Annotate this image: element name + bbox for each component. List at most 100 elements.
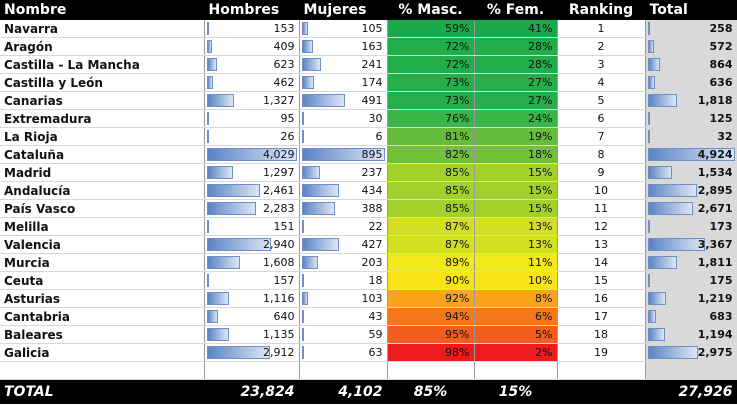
cell-men[interactable]: 157 <box>204 271 300 290</box>
cell-total[interactable]: 3,367 <box>645 235 737 254</box>
cell-total[interactable]: 864 <box>645 55 737 74</box>
cell-women[interactable]: 434 <box>299 181 388 200</box>
cell-name[interactable]: Ceuta <box>0 271 205 290</box>
cell-men[interactable]: 2,283 <box>204 199 300 218</box>
cell-pct-female[interactable]: 2% <box>474 343 558 362</box>
empty-cell[interactable] <box>204 361 300 380</box>
cell-ranking[interactable]: 9 <box>557 163 646 182</box>
cell-pct-female[interactable]: 11% <box>474 253 558 272</box>
cell-men[interactable]: 1,135 <box>204 325 300 344</box>
cell-men[interactable]: 640 <box>204 307 300 326</box>
cell-name[interactable]: Galicia <box>0 343 205 362</box>
cell-men[interactable]: 95 <box>204 109 300 128</box>
cell-pct-male[interactable]: 90% <box>387 271 475 290</box>
cell-pct-male[interactable]: 59% <box>387 20 475 38</box>
cell-men[interactable]: 409 <box>204 37 300 56</box>
cell-women[interactable]: 18 <box>299 271 388 290</box>
empty-cell[interactable] <box>474 361 558 380</box>
cell-ranking[interactable]: 11 <box>557 199 646 218</box>
cell-pct-female[interactable]: 5% <box>474 325 558 344</box>
cell-pct-female[interactable]: 15% <box>474 181 558 200</box>
cell-women[interactable]: 237 <box>299 163 388 182</box>
cell-total[interactable]: 683 <box>645 307 737 326</box>
cell-ranking[interactable]: 2 <box>557 37 646 56</box>
cell-pct-female[interactable]: 18% <box>474 145 558 164</box>
cell-pct-male[interactable]: 72% <box>387 37 475 56</box>
cell-women[interactable]: 174 <box>299 73 388 92</box>
cell-pct-female[interactable]: 19% <box>474 127 558 146</box>
cell-pct-male[interactable]: 82% <box>387 145 475 164</box>
cell-total[interactable]: 4,924 <box>645 145 737 164</box>
cell-pct-male[interactable]: 81% <box>387 127 475 146</box>
cell-women[interactable]: 22 <box>299 217 388 236</box>
cell-pct-female[interactable]: 6% <box>474 307 558 326</box>
cell-women[interactable]: 63 <box>299 343 388 362</box>
cell-name[interactable]: Cataluña <box>0 145 205 164</box>
cell-ranking[interactable]: 3 <box>557 55 646 74</box>
empty-cell[interactable] <box>645 361 737 380</box>
cell-total[interactable]: 2,671 <box>645 199 737 218</box>
cell-ranking[interactable]: 8 <box>557 145 646 164</box>
cell-women[interactable]: 43 <box>299 307 388 326</box>
cell-total[interactable]: 572 <box>645 37 737 56</box>
cell-total[interactable]: 1,194 <box>645 325 737 344</box>
cell-ranking[interactable]: 7 <box>557 127 646 146</box>
cell-women[interactable]: 241 <box>299 55 388 74</box>
total-pct-male[interactable]: 85% <box>387 379 475 404</box>
empty-cell[interactable] <box>0 361 205 380</box>
cell-pct-female[interactable]: 24% <box>474 109 558 128</box>
cell-women[interactable]: 163 <box>299 37 388 56</box>
cell-ranking[interactable]: 15 <box>557 271 646 290</box>
cell-ranking[interactable]: 6 <box>557 109 646 128</box>
cell-pct-male[interactable]: 89% <box>387 253 475 272</box>
cell-pct-female[interactable]: 28% <box>474 37 558 56</box>
cell-men[interactable]: 1,297 <box>204 163 300 182</box>
cell-men[interactable]: 2,940 <box>204 235 300 254</box>
empty-cell[interactable] <box>299 361 388 380</box>
cell-name[interactable]: Aragón <box>0 37 205 56</box>
cell-women[interactable]: 6 <box>299 127 388 146</box>
cell-men[interactable]: 1,116 <box>204 289 300 308</box>
cell-name[interactable]: País Vasco <box>0 199 205 218</box>
cell-pct-male[interactable]: 92% <box>387 289 475 308</box>
cell-pct-male[interactable]: 87% <box>387 235 475 254</box>
cell-pct-male[interactable]: 85% <box>387 181 475 200</box>
cell-pct-female[interactable]: 10% <box>474 271 558 290</box>
cell-name[interactable]: Melilla <box>0 217 205 236</box>
cell-name[interactable]: La Rioja <box>0 127 205 146</box>
cell-pct-female[interactable]: 27% <box>474 73 558 92</box>
cell-pct-female[interactable]: 8% <box>474 289 558 308</box>
cell-pct-female[interactable]: 15% <box>474 163 558 182</box>
cell-name[interactable]: Valencia <box>0 235 205 254</box>
cell-pct-female[interactable]: 41% <box>474 20 558 38</box>
cell-total[interactable]: 258 <box>645 20 737 38</box>
cell-name[interactable]: Castilla y León <box>0 73 205 92</box>
cell-pct-female[interactable]: 13% <box>474 217 558 236</box>
cell-women[interactable]: 103 <box>299 289 388 308</box>
header-total[interactable]: Total <box>645 0 737 20</box>
cell-women[interactable]: 491 <box>299 91 388 110</box>
total-overall[interactable]: 27,926 <box>645 379 737 404</box>
cell-pct-female[interactable]: 28% <box>474 55 558 74</box>
header-women[interactable]: Mujeres <box>299 0 388 20</box>
cell-ranking[interactable]: 14 <box>557 253 646 272</box>
cell-total[interactable]: 636 <box>645 73 737 92</box>
cell-name[interactable]: Castilla - La Mancha <box>0 55 205 74</box>
cell-men[interactable]: 462 <box>204 73 300 92</box>
cell-men[interactable]: 1,327 <box>204 91 300 110</box>
cell-ranking[interactable]: 1 <box>557 20 646 38</box>
cell-name[interactable]: Canarias <box>0 91 205 110</box>
cell-men[interactable]: 151 <box>204 217 300 236</box>
cell-women[interactable]: 427 <box>299 235 388 254</box>
cell-women[interactable]: 203 <box>299 253 388 272</box>
cell-name[interactable]: Murcia <box>0 253 205 272</box>
cell-name[interactable]: Asturias <box>0 289 205 308</box>
cell-pct-male[interactable]: 76% <box>387 109 475 128</box>
cell-pct-female[interactable]: 15% <box>474 199 558 218</box>
cell-name[interactable]: Andalucía <box>0 181 205 200</box>
cell-men[interactable]: 623 <box>204 55 300 74</box>
cell-total[interactable]: 1,219 <box>645 289 737 308</box>
cell-ranking[interactable]: 4 <box>557 73 646 92</box>
cell-total[interactable]: 1,818 <box>645 91 737 110</box>
cell-men[interactable]: 153 <box>204 20 300 38</box>
